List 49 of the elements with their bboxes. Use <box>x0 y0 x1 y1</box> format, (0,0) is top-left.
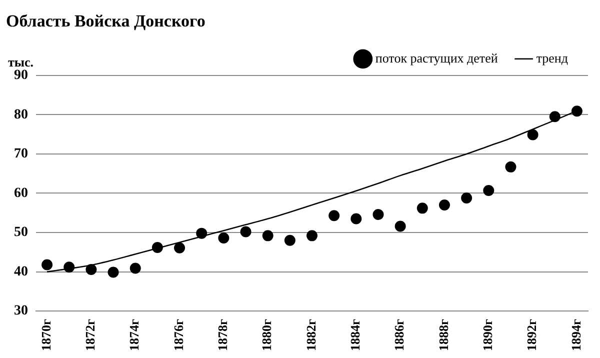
point <box>416 202 428 214</box>
point <box>108 266 119 278</box>
point <box>372 208 384 220</box>
legend-label: тренд <box>536 50 568 66</box>
x-tick-label: 1876г <box>170 319 186 352</box>
x-tick-label: 1890г <box>480 319 495 352</box>
point <box>306 230 318 242</box>
point <box>328 210 340 222</box>
y-axis-title: тыс. <box>8 54 34 70</box>
point <box>130 262 141 274</box>
point <box>394 220 406 232</box>
point <box>262 230 274 242</box>
point <box>549 111 560 122</box>
point <box>218 232 230 244</box>
point <box>461 192 472 204</box>
x-tick-label: 1882г <box>303 319 318 352</box>
point <box>42 259 53 270</box>
x-tick-label: 1870г <box>38 319 54 352</box>
x-tick-label: 1878г <box>215 319 230 352</box>
x-tick-label: 1874г <box>126 319 142 352</box>
point <box>350 213 362 224</box>
point <box>284 234 296 246</box>
y-tick-label: 30 <box>14 304 28 319</box>
point <box>505 161 516 172</box>
legend-label: поток растущих детей <box>375 50 498 66</box>
point <box>196 228 208 239</box>
x-tick-label: 1886г <box>392 319 407 352</box>
x-tick-label: 1884г <box>348 319 363 352</box>
y-tick-label: 50 <box>14 225 28 240</box>
point <box>240 226 252 238</box>
point <box>438 200 450 211</box>
point <box>174 242 186 254</box>
x-tick-label: 1894г <box>568 319 584 352</box>
x-tick-label: 1880г <box>259 319 274 352</box>
point <box>64 262 75 273</box>
point <box>571 106 582 117</box>
y-tick-label: 80 <box>14 107 28 122</box>
y-tick-label: 60 <box>14 186 28 201</box>
chart-title: Область Войска Донского <box>6 12 206 31</box>
y-tick-label: 90 <box>14 68 28 84</box>
x-tick-label: 1892г <box>524 319 540 352</box>
y-tick-label: 40 <box>14 264 28 280</box>
point <box>86 264 97 275</box>
point <box>483 185 494 196</box>
x-tick-label: 1888г <box>436 319 451 352</box>
y-tick-label: 70 <box>14 146 28 162</box>
x-tick-label: 1872г <box>82 319 98 352</box>
point <box>527 129 538 140</box>
point <box>152 242 163 253</box>
